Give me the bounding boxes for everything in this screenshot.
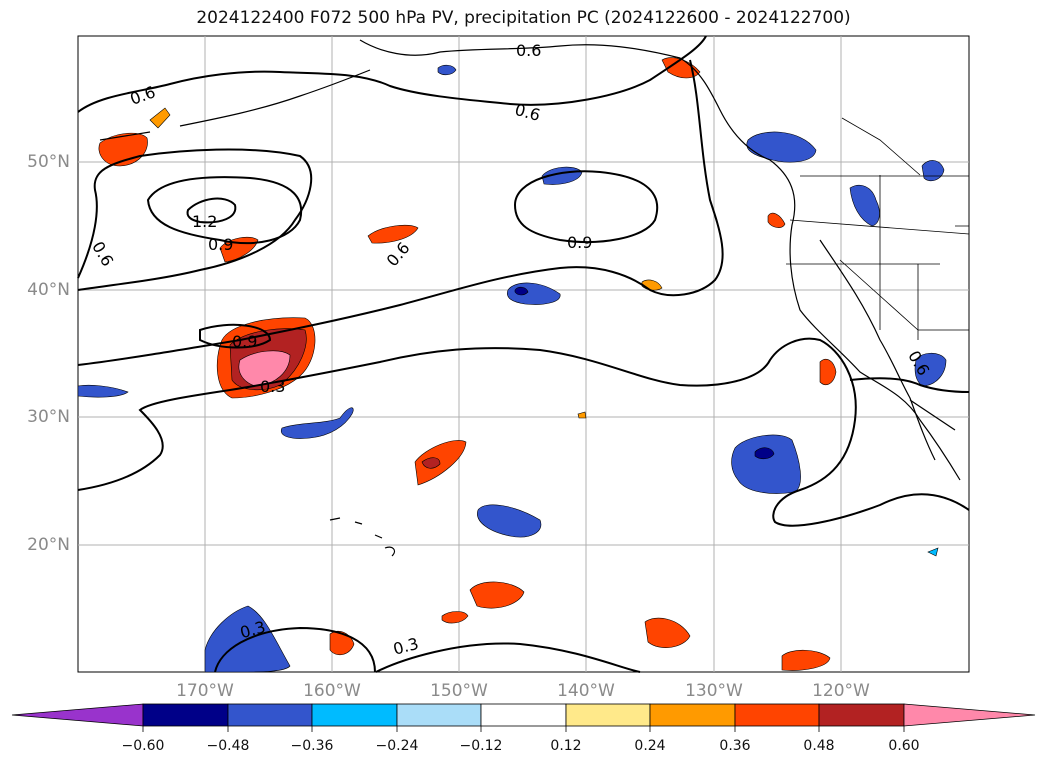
contour-label: 0.9 [232,332,257,351]
colorbar-tick-label: 0.36 [719,738,751,754]
colorbar-tick-label: −0.36 [290,738,334,754]
colorbar [11,703,1036,732]
lat-label: 30°N [27,407,70,427]
contour-label: 0.9 [208,235,233,254]
colorbar-tick-label: −0.24 [375,738,419,754]
lat-label: 20°N [27,535,70,555]
map-title: 2024122400 F072 500 hPa PV, precipitatio… [196,8,851,28]
lon-label: 160°W [303,681,361,701]
colorbar-ticks [142,726,905,732]
lon-label: 150°W [430,681,488,701]
lat-label: 40°N [27,280,70,300]
precip-negative-areas [77,64,947,673]
colorbar-tick-label: −0.48 [206,738,250,754]
contour-label: 0.9 [567,233,592,252]
colorbar-tick-label: 0.12 [550,738,582,754]
contour-label: 0.3 [260,377,285,396]
precip-positive-areas [98,57,837,671]
colorbar-tick-label: 0.24 [634,738,666,754]
political-boundaries [786,117,970,340]
contour-label: 0.6 [516,41,541,60]
lat-label: 50°N [27,152,70,172]
colorbar-tick-label: −0.60 [121,738,165,754]
colorbar-tick-label: −0.12 [459,738,503,754]
map-frame [77,35,970,673]
lon-label: 130°W [685,681,743,701]
colorbar-max-extend [903,703,1036,727]
colorbar-min-extend [11,703,144,727]
lon-label: 170°W [176,681,234,701]
contour-label: 1.2 [192,212,217,231]
pv-contours [77,35,970,673]
lon-label: 120°W [812,681,870,701]
colorbar-tick-label: 0.60 [888,738,920,754]
colorbar-tick-label: 0.48 [803,738,835,754]
lon-label: 140°W [557,681,615,701]
